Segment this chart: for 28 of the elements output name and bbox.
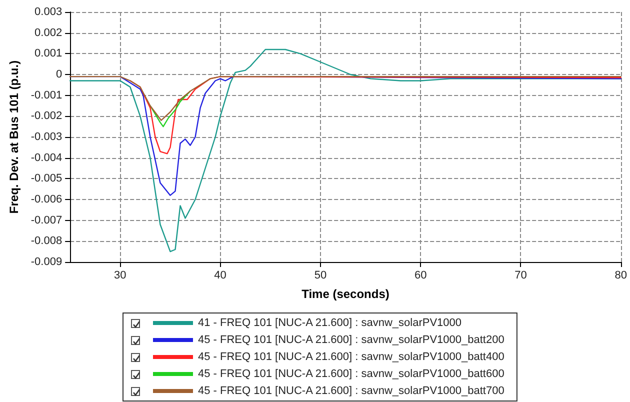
y-tick-label: -0.009	[30, 256, 62, 268]
y-tick-label: -0.008	[30, 235, 62, 248]
y-axis-title: Freq. Dev. at Bus 101 (p.u.)	[7, 60, 21, 214]
y-tick-label: 0.002	[34, 26, 62, 39]
line-series	[150, 90, 191, 128]
y-tick-label: -0.003	[30, 131, 62, 143]
line-series	[69, 76, 622, 121]
x-axis-title: Time (seconds)	[302, 287, 390, 301]
legend-label: 41 - FREQ 101 [NUC-A 21.600] : savnw_solarPV1000	[198, 317, 462, 329]
y-tick-label: -0.006	[30, 194, 62, 206]
y-tick-label: -0.005	[30, 172, 62, 185]
y-tick-label: -0.004	[30, 152, 62, 164]
legend-label: 45 - FREQ 101 [NUC-A 21.600] : savnw_solarPV1000_batt700	[198, 385, 504, 397]
x-tick-label: 40	[214, 270, 226, 282]
legend-label: 45 - FREQ 101 [NUC-A 21.600] : savnw_solarPV1000_batt400	[198, 351, 504, 363]
y-tick-label: 0.001	[34, 48, 62, 60]
x-tick-label: 60	[414, 270, 427, 282]
y-tick-label: 0.003	[34, 6, 62, 18]
y-tick-label: 0	[56, 68, 62, 80]
x-tick-label: 70	[514, 270, 527, 282]
y-tick-label: -0.007	[30, 214, 62, 226]
y-tick-label: -0.001	[30, 89, 62, 102]
y-tick-label: -0.002	[30, 110, 62, 122]
x-tick-label: 30	[114, 270, 126, 282]
legend-label: 45 - FREQ 101 [NUC-A 21.600] : savnw_solarPV1000_batt600	[198, 368, 504, 380]
x-tick-label: 80	[614, 270, 628, 282]
legend-label: 45 - FREQ 101 [NUC-A 21.600] : savnw_solarPV1000_batt200	[198, 334, 504, 346]
x-tick-label: 50	[314, 270, 327, 282]
